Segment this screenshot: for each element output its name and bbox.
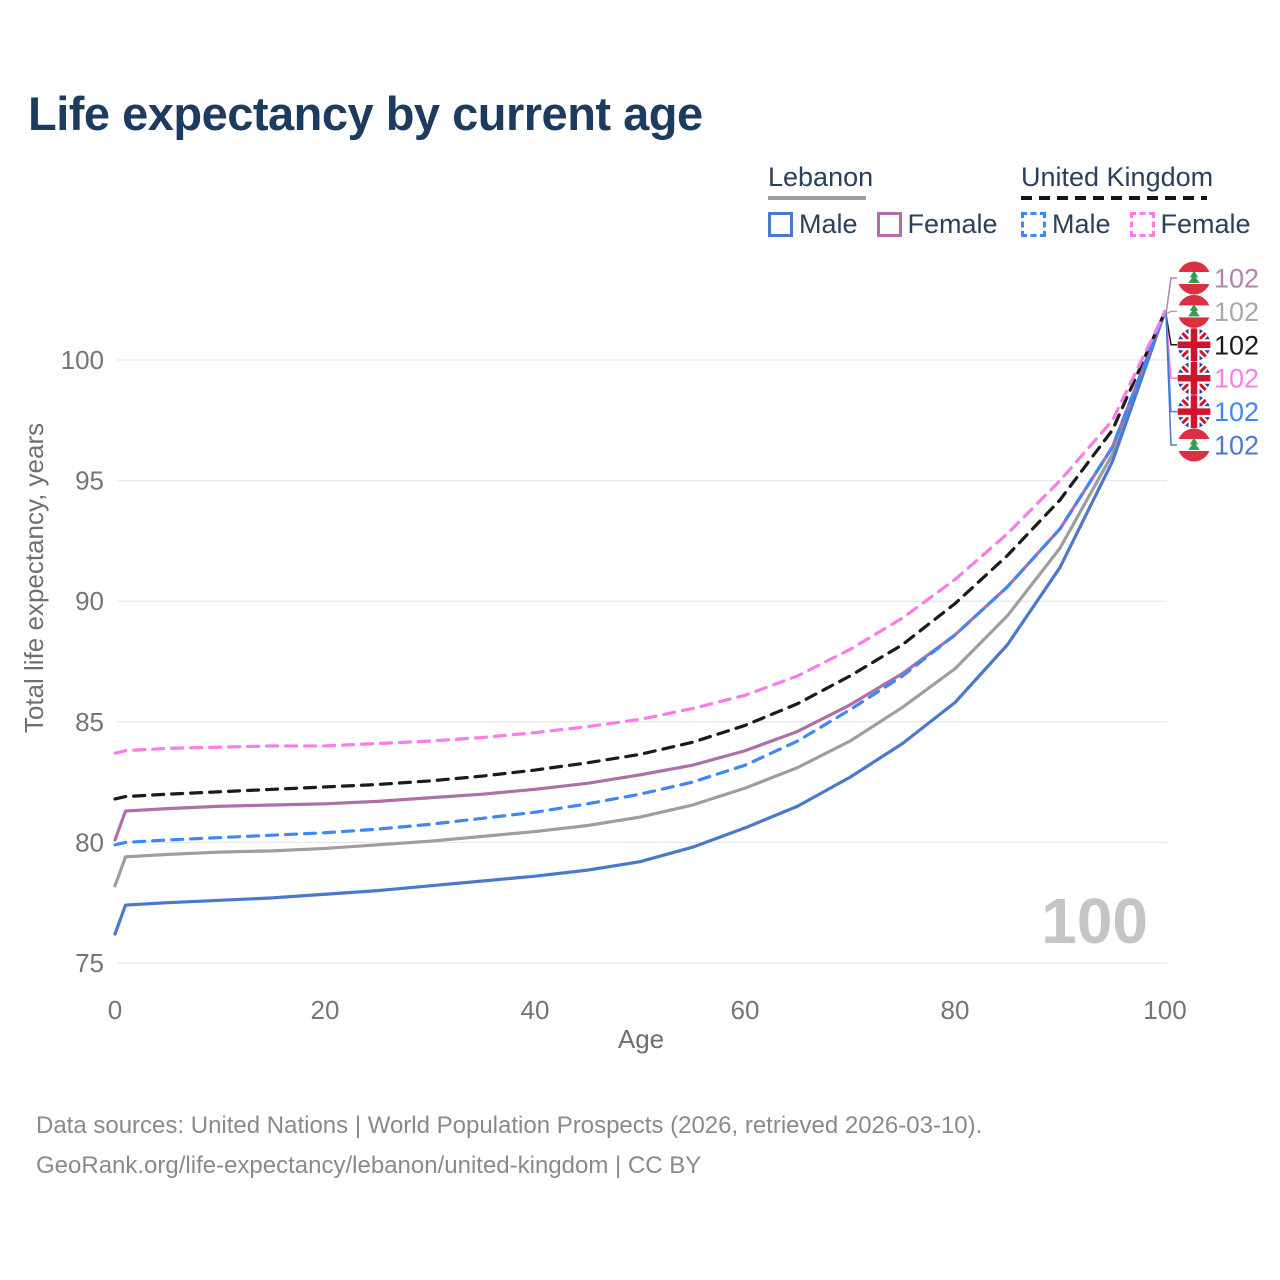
- legend-item-lebanon-female[interactable]: Female: [876, 209, 998, 240]
- x-tick-label: 80: [941, 995, 970, 1025]
- legend-item-lebanon-male[interactable]: Male: [768, 209, 858, 240]
- series-line-uk-total[interactable]: [113, 310, 1167, 801]
- legend-group-title-lebanon: Lebanon: [768, 162, 874, 192]
- legend-item-label: Male: [1052, 209, 1111, 239]
- legend-row-lebanon: Male Female: [768, 209, 998, 240]
- end-label-value: 102: [1214, 330, 1259, 360]
- y-axis-title: Total life expectancy, years: [19, 423, 49, 733]
- legend-item-label: Female: [907, 209, 998, 239]
- series-lines: [113, 310, 1167, 936]
- end-label-connector: [1165, 310, 1177, 315]
- legend-group-title-united-kingdom: United Kingdom: [1021, 162, 1214, 192]
- series-line-uk-female[interactable]: [113, 310, 1167, 755]
- legend-item-label: Female: [1160, 209, 1251, 239]
- end-label-value: 102: [1214, 297, 1259, 327]
- age-watermark: 100: [1041, 885, 1148, 957]
- end-label-value: 102: [1214, 264, 1259, 294]
- x-tick-label: 40: [521, 995, 550, 1025]
- lebanon-solid-line-key-icon: [768, 196, 866, 200]
- x-axis-title: Age: [618, 1024, 664, 1054]
- series-line-uk-male[interactable]: [113, 310, 1167, 847]
- uk-flag-icon: [1177, 361, 1211, 395]
- legend-group-lebanon: Lebanon Male Female: [768, 162, 998, 240]
- legend-group-united-kingdom: United Kingdom Male Female: [1021, 162, 1251, 240]
- x-tick-label: 20: [311, 995, 340, 1025]
- y-tick-label: 90: [75, 586, 104, 616]
- lebanon-flag-icon: [1177, 428, 1211, 462]
- series-line-lebanon-total[interactable]: [113, 310, 1167, 888]
- uk-flag-icon: [1177, 395, 1211, 429]
- legend-item-label: Male: [799, 209, 858, 239]
- end-label-value: 102: [1214, 397, 1259, 427]
- attribution-line: GeoRank.org/life-expectancy/lebanon/unit…: [36, 1152, 702, 1179]
- uk-dashed-line-key-icon: [1021, 196, 1207, 200]
- legend-item-uk-male[interactable]: Male: [1021, 209, 1111, 240]
- end-label-connector: [1165, 313, 1177, 446]
- legend-item-uk-female[interactable]: Female: [1129, 209, 1251, 240]
- lebanon-flag-icon: [1177, 261, 1211, 295]
- end-label-connector: [1165, 277, 1177, 315]
- lebanon-flag-icon: [1177, 294, 1211, 328]
- x-tick-label: 100: [1143, 995, 1186, 1025]
- uk-male-swatch-icon: [1021, 212, 1046, 237]
- end-label-value: 102: [1214, 364, 1259, 394]
- data-sources-line: Data sources: United Nations | World Pop…: [36, 1112, 983, 1139]
- uk-flag-icon: [1177, 328, 1211, 362]
- y-tick-label: 80: [75, 827, 104, 857]
- chart-title: Life expectancy by current age: [28, 87, 703, 140]
- axis-labels: 75 80 85 90 95 100 0 20 40 60 80 100: [61, 345, 1187, 1025]
- y-tick-label: 85: [75, 707, 104, 737]
- legend-row-united-kingdom: Male Female: [1021, 209, 1251, 240]
- end-label-connector: [1165, 313, 1177, 346]
- end-label-value: 102: [1214, 431, 1259, 461]
- gridlines: [117, 359, 1167, 964]
- series-line-lebanon-male[interactable]: [113, 310, 1167, 936]
- y-tick-label: 95: [75, 466, 104, 496]
- x-tick-label: 60: [731, 995, 760, 1025]
- lebanon-female-swatch-icon: [876, 212, 902, 237]
- footer: Data sources: United Nations | World Pop…: [36, 1106, 982, 1186]
- uk-female-swatch-icon: [1129, 212, 1155, 237]
- series-line-lebanon-female[interactable]: [113, 310, 1167, 842]
- x-tick-label: 0: [108, 995, 122, 1025]
- y-tick-label: 75: [75, 948, 104, 978]
- lebanon-male-swatch-icon: [768, 212, 793, 237]
- y-tick-label: 100: [61, 345, 104, 375]
